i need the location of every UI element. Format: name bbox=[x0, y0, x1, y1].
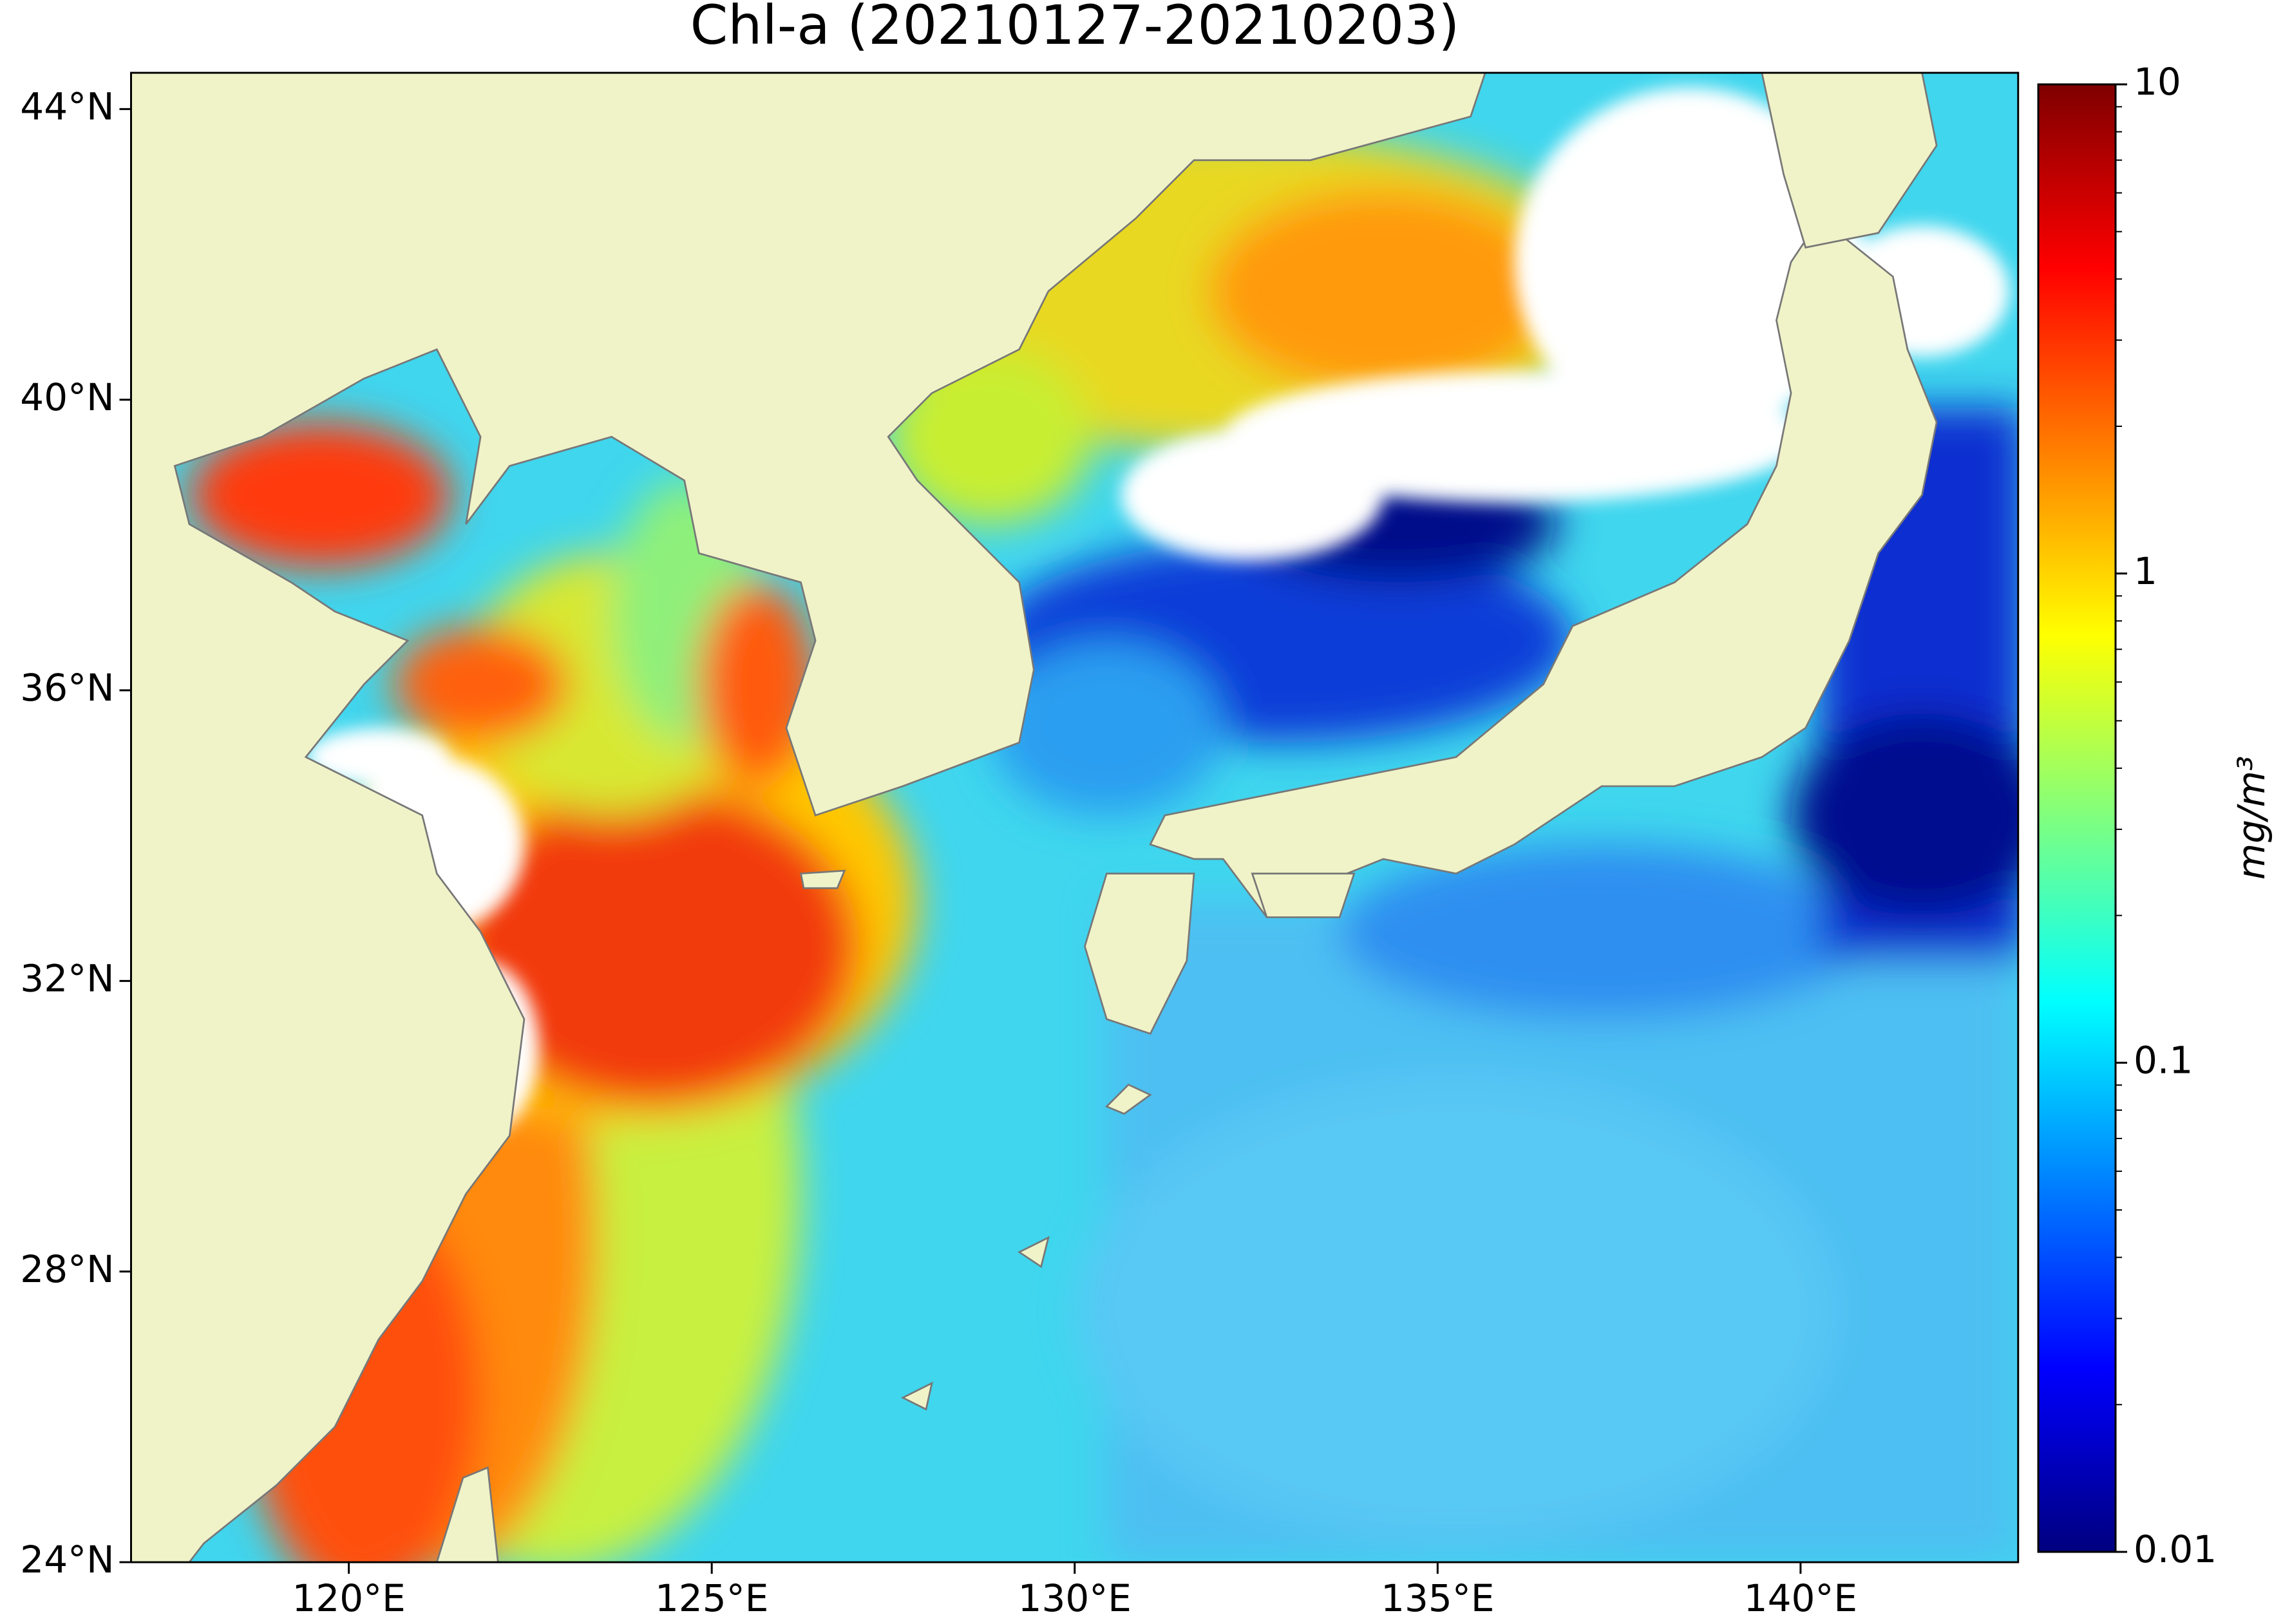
y-tick-label: 32°N bbox=[20, 956, 114, 1000]
y-tick-label: 24°N bbox=[20, 1538, 114, 1582]
colorbar-tick-label: 0.01 bbox=[2134, 1527, 2217, 1571]
x-tick-label: 135°E bbox=[1381, 1576, 1494, 1620]
land bbox=[131, 73, 1938, 1563]
colorbar-label: mg/m³ bbox=[2230, 756, 2273, 880]
x-tick-label: 120°E bbox=[292, 1576, 405, 1620]
x-tick-label: 140°E bbox=[1744, 1576, 1857, 1620]
y-tick-label: 40°N bbox=[20, 375, 114, 419]
map bbox=[130, 71, 2020, 1563]
x-tick-label: 125°E bbox=[655, 1576, 768, 1620]
colorbar bbox=[2037, 83, 2117, 1553]
colorbar-tick-label: 10 bbox=[2134, 60, 2181, 104]
map-area bbox=[131, 73, 2018, 1563]
colorbar-tick-label: 0.1 bbox=[2134, 1038, 2193, 1082]
y-tick-label: 36°N bbox=[20, 666, 114, 710]
y-tick-label: 28°N bbox=[20, 1247, 114, 1291]
colorbar-tick-label: 1 bbox=[2134, 549, 2157, 593]
chart-title: Chl-a (20210127-20210203) bbox=[690, 0, 1460, 57]
y-tick-label: 44°N bbox=[20, 85, 114, 129]
x-tick-label: 130°E bbox=[1018, 1576, 1132, 1620]
